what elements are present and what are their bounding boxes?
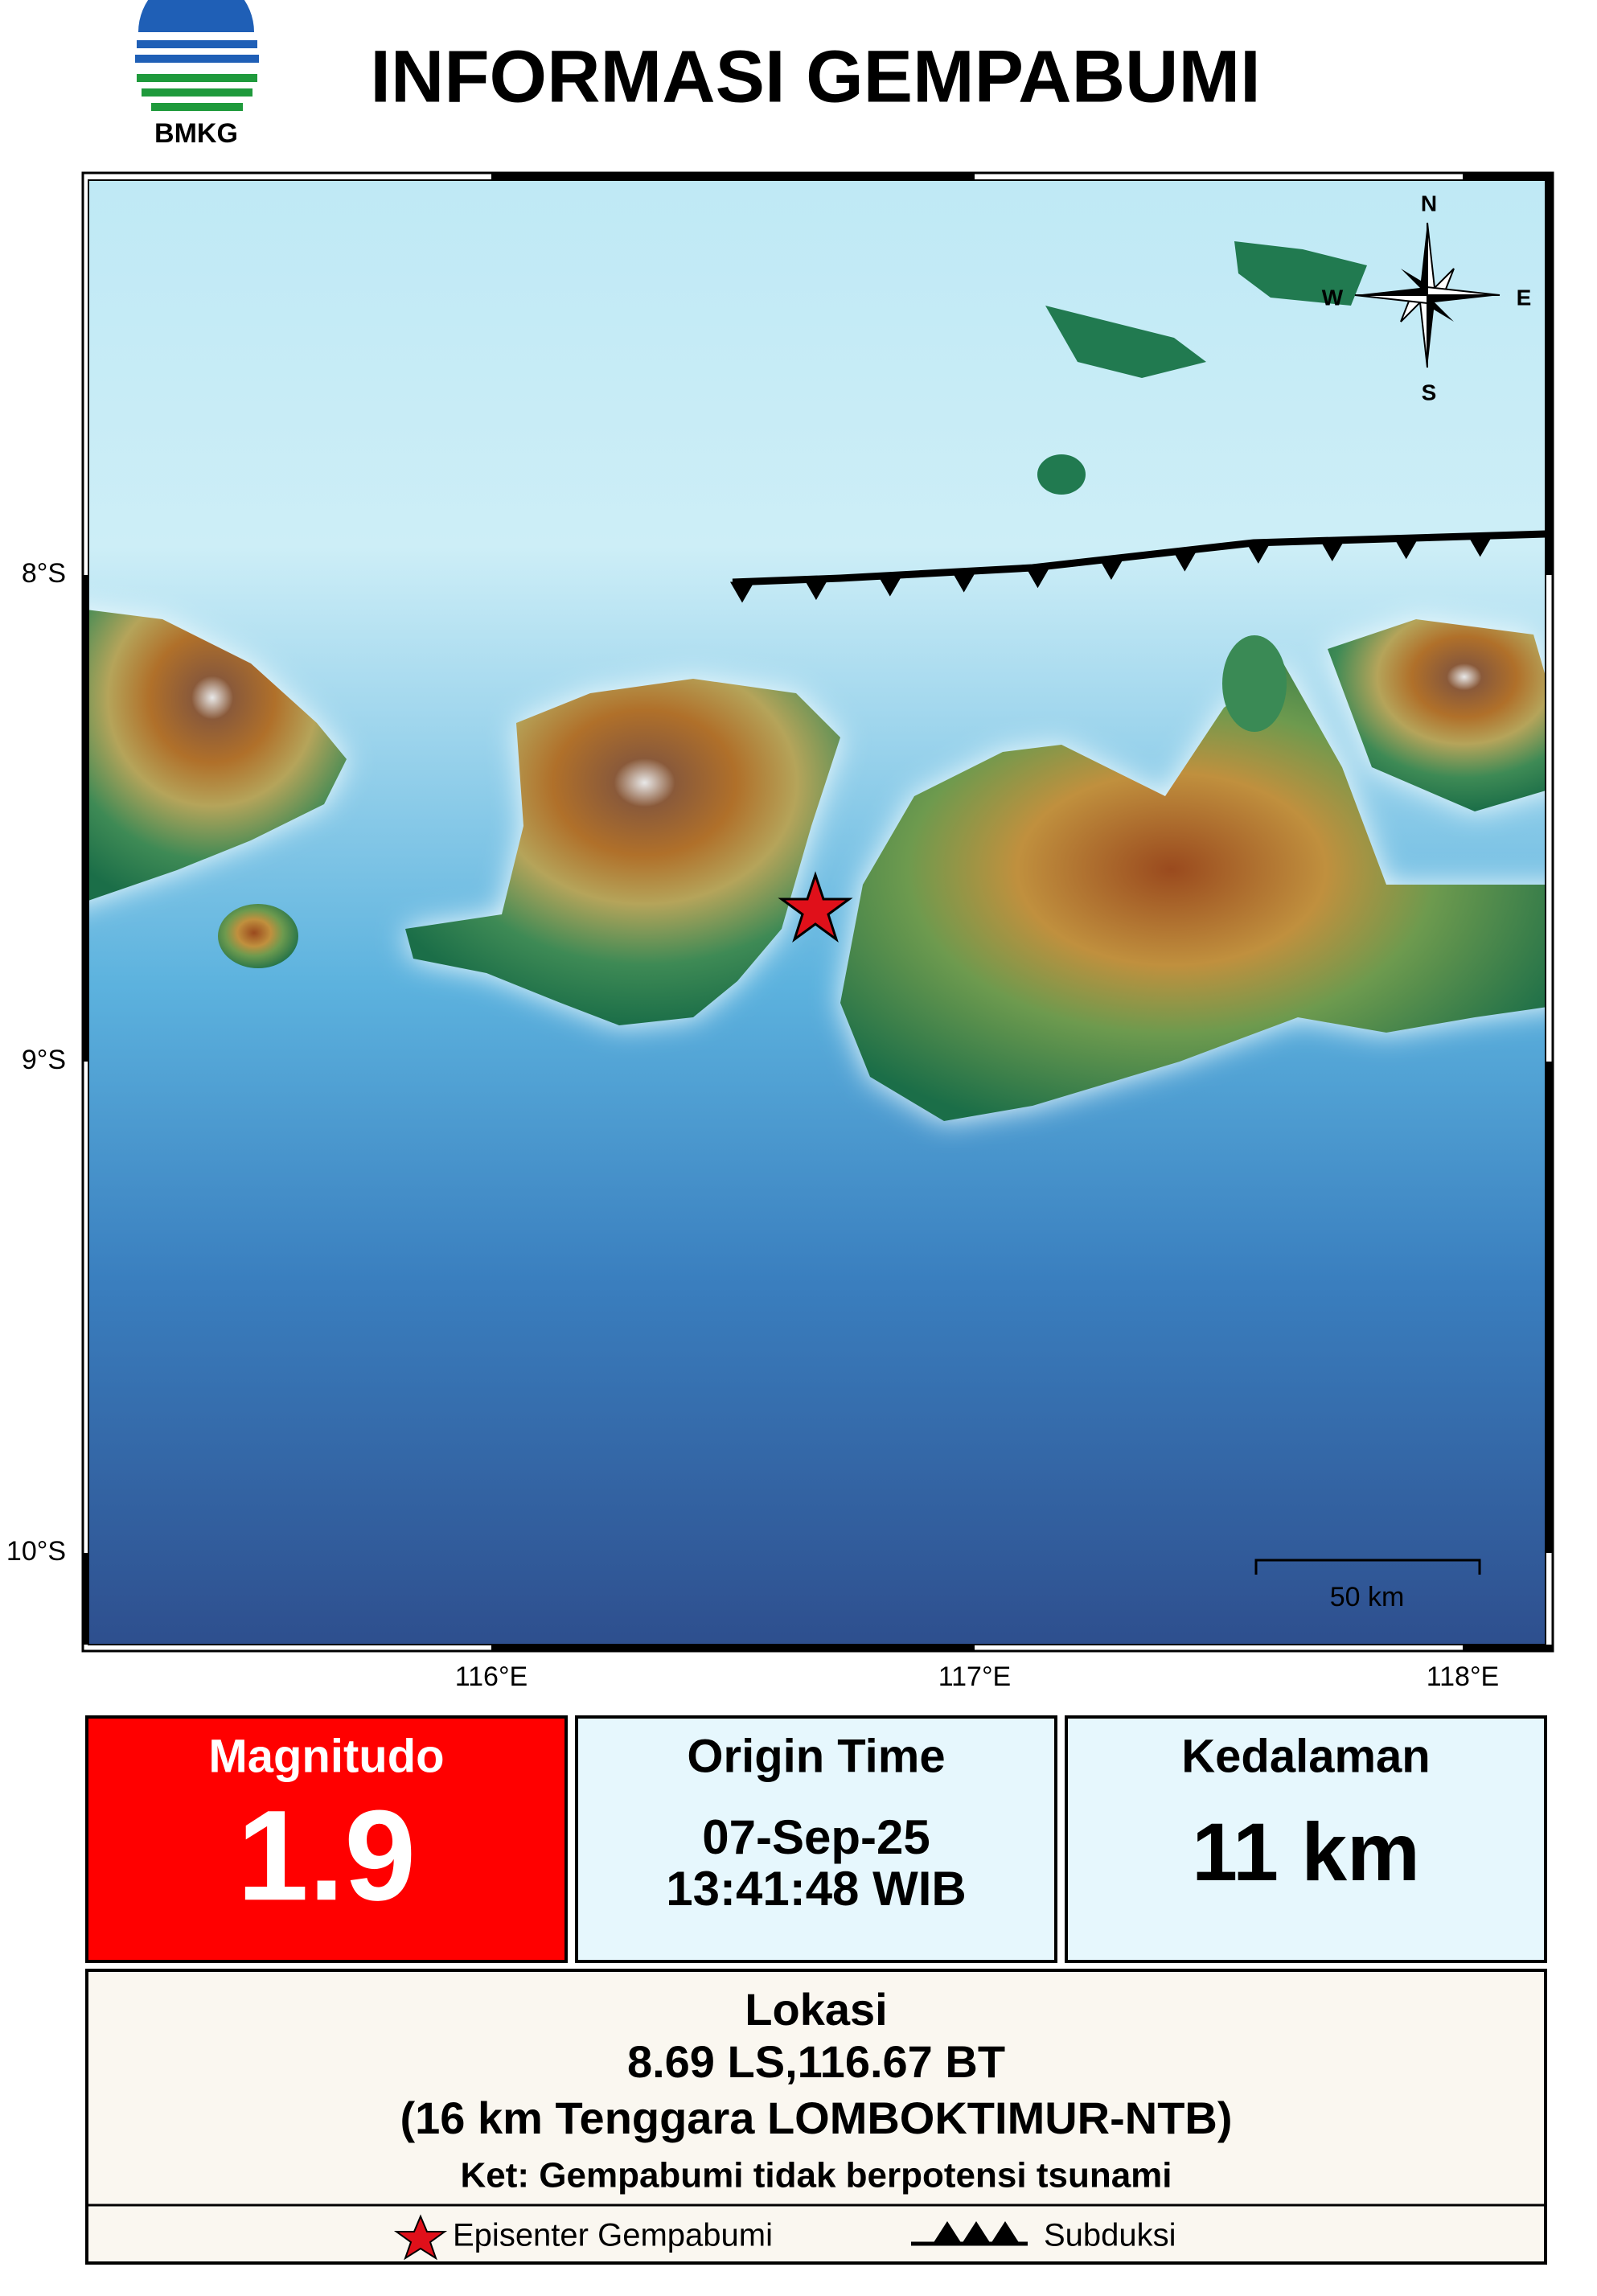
magnitude-label: Magnitudo — [208, 1730, 444, 1782]
island-penida — [218, 904, 298, 968]
logo: BMKG — [135, 0, 259, 149]
title: INFORMASI GEMPABUMI — [370, 35, 1260, 117]
origin-time-box — [575, 1715, 1057, 1963]
lat-label: 9°S — [22, 1045, 66, 1075]
origin-time-label: Origin Time — [687, 1730, 945, 1782]
subduction-tooth — [1098, 558, 1123, 580]
island-bali — [88, 610, 347, 901]
subduction-tooth — [729, 581, 754, 603]
lat-label: 10°S — [6, 1536, 66, 1567]
subduction-tooth — [1246, 542, 1271, 564]
lon-label: 117°E — [938, 1661, 1011, 1692]
location-note: Ket: Gempabumi tidak berpotensi tsunami — [460, 2156, 1172, 2195]
legend-star — [393, 2214, 448, 2261]
frame-segment — [1546, 1062, 1553, 1553]
legend-triangle — [991, 2221, 1020, 2244]
frame-segment — [1463, 173, 1553, 180]
origin-time: 13:41:48 WIB — [666, 1862, 966, 1916]
origin-date: 07-Sep-25 — [702, 1810, 930, 1864]
logo-stripe — [151, 103, 243, 111]
location-label: Lokasi — [745, 1984, 887, 2035]
legend-triangle — [962, 2221, 991, 2244]
frame-segment — [83, 1553, 88, 1645]
frame-segment — [1463, 1645, 1553, 1652]
subduction-tooth — [877, 575, 902, 597]
island-small — [1037, 454, 1086, 495]
logo-text: BMKG — [154, 118, 238, 149]
logo-stripe — [137, 74, 257, 82]
depth-box — [1065, 1715, 1547, 1963]
depth-value: 11 km — [1192, 1806, 1420, 1898]
lon-label: 118°E — [1427, 1661, 1499, 1692]
subduction-tooth — [803, 579, 828, 601]
island-sumbawa — [840, 663, 1546, 1121]
compass-n: N — [1421, 191, 1437, 216]
island-small — [1234, 241, 1367, 306]
depth-label: Kedalaman — [1181, 1730, 1430, 1782]
epicenter-star — [778, 871, 853, 943]
frame-segment — [491, 1645, 975, 1652]
island-lombok — [405, 679, 840, 1025]
subduction-tooth — [1172, 550, 1197, 572]
frame-segment — [491, 173, 975, 180]
island-small — [1045, 306, 1206, 378]
location-box — [85, 1969, 1547, 2265]
subduction-tooth — [1320, 540, 1345, 562]
subduction-tooth — [951, 571, 976, 593]
lon-label: 116°E — [455, 1661, 528, 1692]
scale-bar — [1254, 1559, 1481, 1575]
logo-stripe — [135, 55, 259, 63]
islands — [88, 241, 1546, 1121]
map-frame — [81, 171, 1554, 1653]
scale-label: 50 km — [1330, 1582, 1405, 1612]
compass-e: E — [1517, 285, 1532, 310]
map: N S W E 50 km — [88, 180, 1546, 1645]
subduction-tooth — [1025, 567, 1050, 589]
legend-epicenter: Episenter Gempabumi — [453, 2218, 773, 2253]
legend-triangle — [933, 2221, 962, 2244]
magnitude-value: 1.9 — [237, 1783, 416, 1927]
logo-arc — [138, 0, 254, 32]
logo-stripe — [142, 88, 252, 97]
location-description: (16 km Tenggara LOMBOKTIMUR-NTB) — [400, 2093, 1233, 2143]
lat-label: 8°S — [22, 558, 66, 589]
logo-stripe — [137, 40, 257, 48]
subduction-tooth — [1468, 536, 1492, 557]
island-sangeang — [1328, 619, 1546, 811]
compass-s: S — [1422, 380, 1437, 405]
location-coordinates: 8.69 LS,116.67 BT — [627, 2036, 1005, 2087]
magnitude-box — [85, 1715, 568, 1963]
subduction-tooth — [1394, 538, 1418, 560]
legend-subduction: Subduksi — [1044, 2218, 1176, 2253]
compass-w: W — [1322, 285, 1344, 310]
frame-segment — [1546, 180, 1553, 575]
compass: N S W E — [1322, 191, 1532, 405]
island-small — [1222, 635, 1287, 732]
frame-segment — [83, 575, 88, 1062]
